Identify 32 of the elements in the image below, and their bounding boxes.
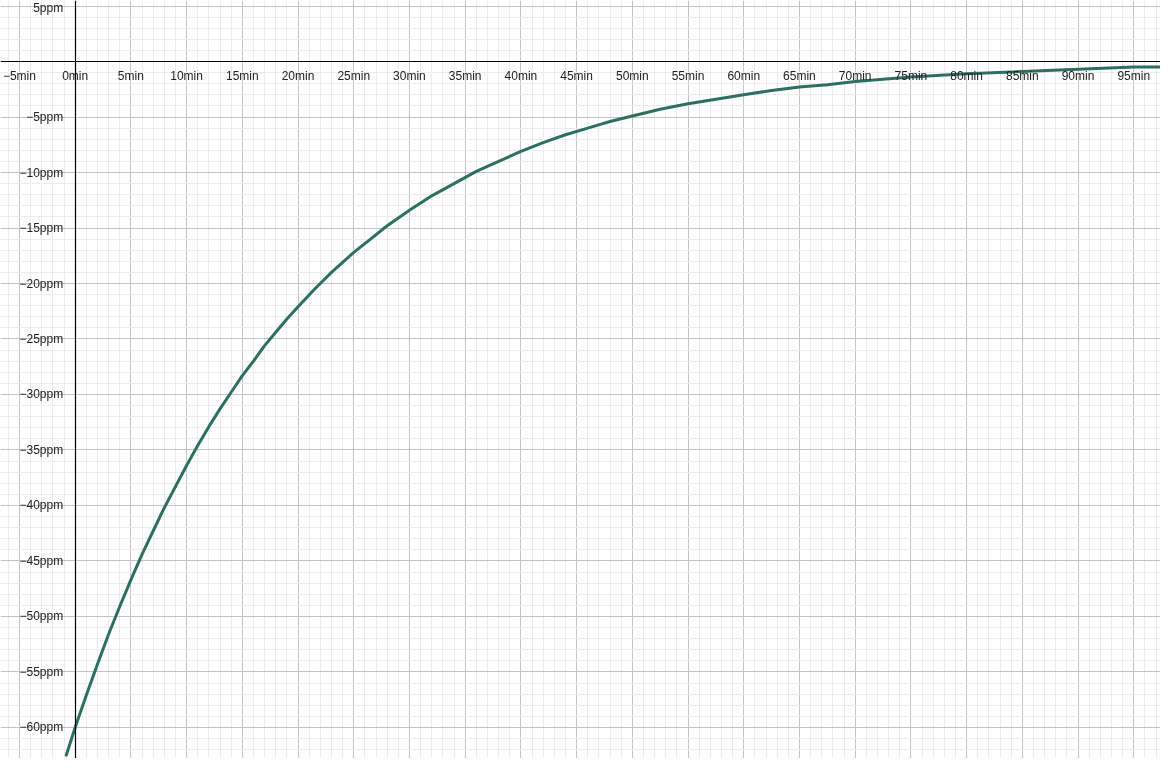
x-tick-label: 15min bbox=[225, 68, 259, 83]
y-tick-label: −40ppm bbox=[19, 498, 64, 513]
x-tick-label: 5min bbox=[117, 68, 144, 83]
y-tick-label: −5ppm bbox=[26, 110, 64, 125]
y-tick-label: −50ppm bbox=[19, 609, 64, 624]
y-tick-label: −55ppm bbox=[19, 664, 64, 679]
x-tick-label: 30min bbox=[393, 68, 426, 83]
x-tick-label: 25min bbox=[337, 68, 371, 83]
y-tick-label: −45ppm bbox=[19, 553, 64, 568]
y-tick-label: −30ppm bbox=[19, 387, 64, 402]
y-tick-label: −20ppm bbox=[19, 276, 64, 291]
y-tick-label: −35ppm bbox=[19, 442, 64, 457]
x-tick-label: −5min bbox=[2, 68, 36, 83]
x-tick-label: 55min bbox=[671, 68, 705, 83]
x-tick-label: 65min bbox=[783, 68, 816, 83]
x-tick-label: 70min bbox=[838, 68, 872, 83]
y-tick-label: −25ppm bbox=[19, 331, 64, 346]
x-tick-label: 85min bbox=[1005, 68, 1039, 83]
x-tick-label: 90min bbox=[1061, 68, 1095, 83]
x-tick-label: 40min bbox=[504, 68, 538, 83]
x-tick-label: 45min bbox=[560, 68, 593, 83]
y-tick-label: −15ppm bbox=[19, 221, 64, 236]
x-tick-label: 35min bbox=[448, 68, 482, 83]
x-tick-label: 20min bbox=[281, 68, 315, 83]
y-tick-label: −60ppm bbox=[19, 720, 64, 735]
y-tick-label: −10ppm bbox=[19, 165, 64, 180]
x-tick-label: 60min bbox=[727, 68, 761, 83]
line-series bbox=[64, 65, 1160, 757]
x-tick-label: 95min bbox=[1117, 68, 1151, 83]
y-tick-label: 5ppm bbox=[33, 0, 64, 15]
x-tick-label: 50min bbox=[615, 68, 649, 83]
x-tick-label: 10min bbox=[170, 68, 203, 83]
